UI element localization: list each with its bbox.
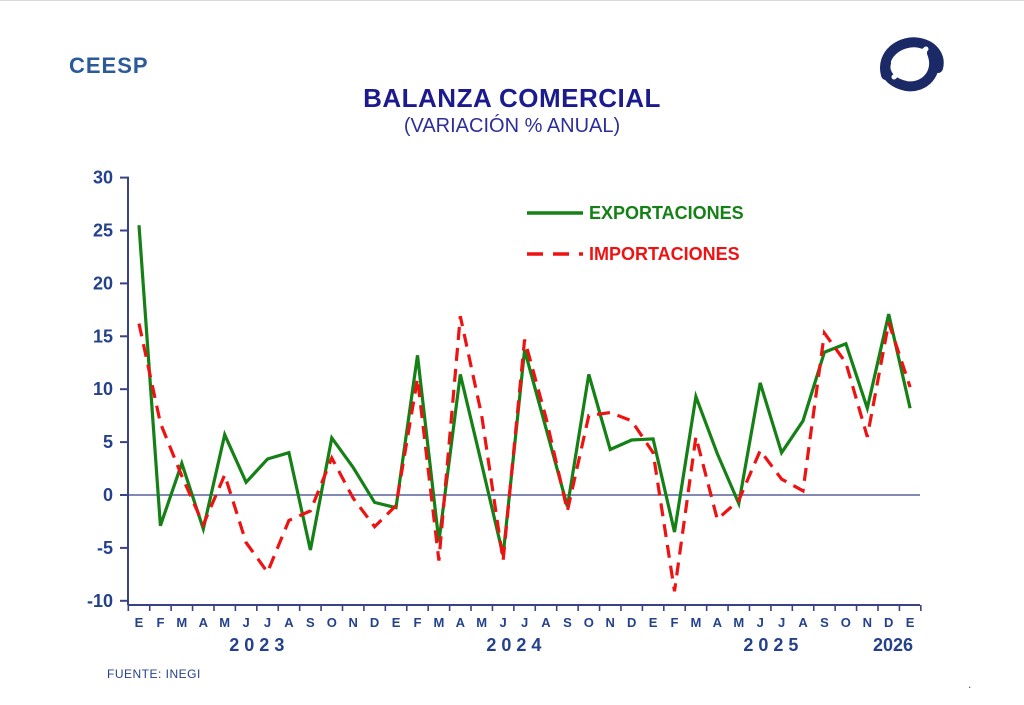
chart-subtitle: (VARIACIÓN % ANUAL) — [403, 115, 621, 137]
month-label: F — [413, 615, 421, 630]
month-label: J — [264, 615, 271, 630]
legend-label-importaciones: IMPORTACIONES — [589, 244, 740, 264]
month-label: F — [156, 615, 164, 630]
stray-mark: . — [968, 677, 972, 691]
month-label: E — [392, 615, 401, 630]
series-importaciones — [137, 315, 912, 592]
month-label: D — [884, 615, 893, 630]
month-label: O — [841, 615, 851, 630]
month-label: A — [541, 615, 551, 630]
y-tick-label: 15 — [93, 326, 113, 346]
legend-label-exportaciones: EXPORTACIONES — [589, 203, 744, 223]
month-label: J — [500, 615, 507, 630]
month-label: M — [219, 615, 230, 630]
year-label: 2 0 2 3 — [229, 635, 284, 655]
month-label: D — [627, 615, 636, 630]
month-label: S — [563, 615, 572, 630]
month-label: A — [798, 615, 808, 630]
y-tick-label: -10 — [87, 591, 113, 611]
month-label: E — [906, 615, 915, 630]
month-label: A — [456, 615, 466, 630]
ceesp-swirl-logo — [880, 37, 944, 92]
month-label: N — [349, 615, 358, 630]
month-label: J — [521, 615, 528, 630]
y-tick-label: 0 — [103, 485, 113, 505]
year-label: 2 0 2 4 — [486, 635, 541, 655]
year-label: 2 0 2 5 — [743, 635, 798, 655]
month-label: M — [176, 615, 187, 630]
series-exportaciones — [137, 225, 912, 556]
month-label: M — [433, 615, 444, 630]
month-label: S — [820, 615, 829, 630]
month-label: A — [713, 615, 723, 630]
month-label: E — [135, 615, 144, 630]
month-label: J — [778, 615, 785, 630]
y-tick-label: 5 — [103, 432, 113, 452]
source-label: FUENTE: INEGI — [107, 667, 201, 681]
y-tick-label: 20 — [93, 273, 113, 293]
month-label: O — [584, 615, 594, 630]
month-label: J — [757, 615, 764, 630]
month-label: M — [476, 615, 487, 630]
month-label: M — [690, 615, 701, 630]
month-label: S — [306, 615, 315, 630]
chart-title: BALANZA COMERCIAL — [363, 83, 661, 113]
month-label: F — [671, 615, 679, 630]
month-label: J — [242, 615, 249, 630]
month-label: E — [649, 615, 658, 630]
ceesp-logo-text: CEESP — [69, 53, 149, 78]
y-tick-label: -5 — [97, 538, 113, 558]
month-label: A — [199, 615, 209, 630]
y-tick-label: 25 — [93, 221, 113, 241]
month-label: M — [733, 615, 744, 630]
y-tick-label: 30 — [93, 168, 113, 188]
month-label: N — [863, 615, 872, 630]
year-label: 2026 — [873, 635, 913, 655]
month-label: O — [327, 615, 337, 630]
month-label: D — [370, 615, 379, 630]
y-tick-label: 10 — [93, 379, 113, 399]
month-label: A — [284, 615, 294, 630]
month-label: N — [606, 615, 615, 630]
